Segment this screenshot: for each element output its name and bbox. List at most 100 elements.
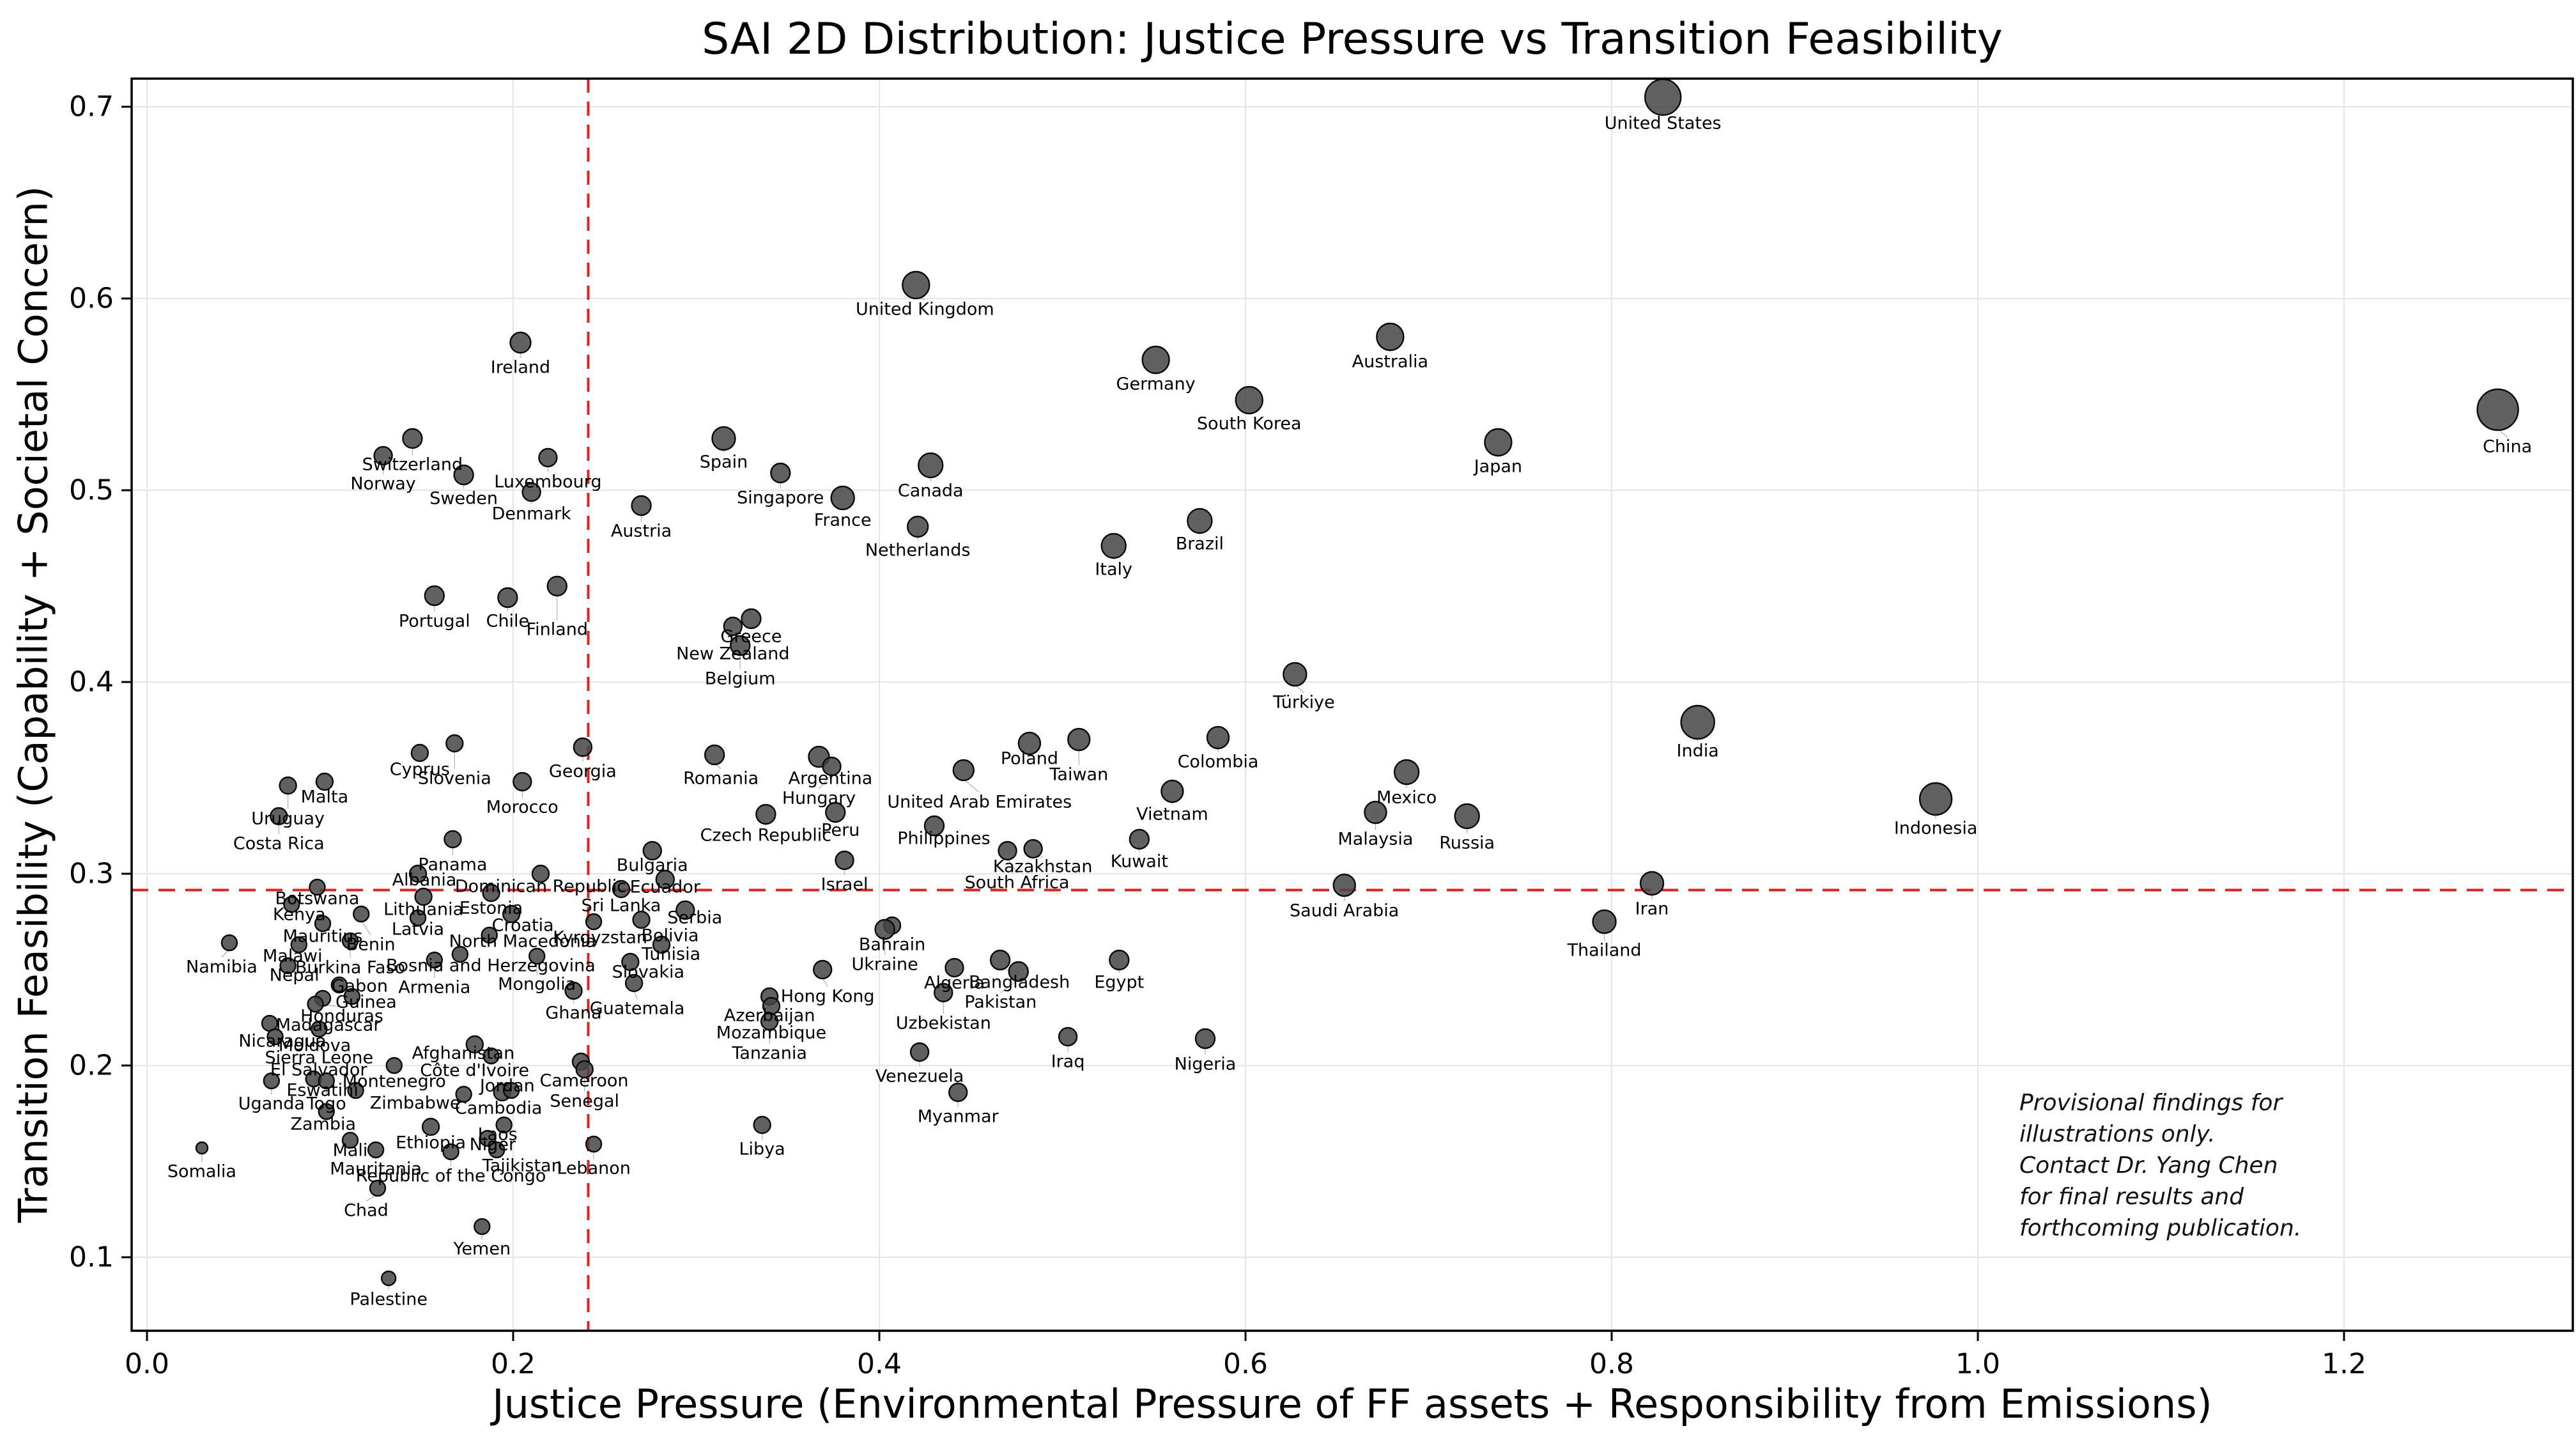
data-point <box>488 1141 505 1159</box>
point-label: Russia <box>1439 833 1495 853</box>
x-tick-label: 1.0 <box>1955 1348 2000 1381</box>
point-label: Mauritania <box>330 1159 422 1179</box>
data-point <box>409 909 427 927</box>
point-label: Cameroon <box>540 1071 629 1091</box>
point-label: Namibia <box>186 957 258 977</box>
data-point <box>631 495 652 516</box>
data-point <box>642 841 662 861</box>
data-point <box>1067 727 1091 752</box>
data-point <box>455 1085 472 1103</box>
data-point <box>279 957 297 975</box>
data-point <box>341 1131 359 1149</box>
annotation-line: for final results and <box>2019 1183 2244 1210</box>
point-label: Australia <box>1352 352 1428 372</box>
data-point <box>730 635 751 656</box>
point-label: Mexico <box>1377 788 1437 808</box>
point-label: Bangladesh <box>969 973 1070 993</box>
point-label: Estonia <box>459 899 523 918</box>
point-label: New Zealand <box>676 644 789 664</box>
point-label: Cambodia <box>455 1099 543 1119</box>
data-point <box>704 744 725 766</box>
point-label: Slovakia <box>612 963 684 982</box>
data-point <box>465 1035 484 1054</box>
point-label: Tajikistan <box>482 1156 562 1176</box>
point-label: France <box>814 511 872 531</box>
data-point <box>502 904 521 924</box>
y-tick-label: 0.4 <box>69 666 114 699</box>
data-point <box>998 841 1017 861</box>
point-label: Germany <box>1116 375 1196 394</box>
point-label: Togo <box>306 1094 346 1114</box>
leader-line <box>963 779 980 793</box>
point-label: Ghana <box>545 1003 601 1023</box>
point-label: Thailand <box>1567 941 1642 961</box>
point-label: Libya <box>739 1140 785 1159</box>
point-label: Jordan <box>479 1076 535 1096</box>
point-label: South Korea <box>1197 414 1302 434</box>
data-point <box>1008 961 1029 982</box>
data-point <box>675 900 695 920</box>
data-point <box>442 1143 459 1161</box>
data-point <box>408 864 428 883</box>
point-label: Mali <box>333 1141 368 1161</box>
x-tick-label: 0.4 <box>857 1348 902 1381</box>
data-point <box>575 1060 594 1079</box>
point-label: Botswana <box>275 889 359 909</box>
point-label: Nepal <box>270 966 320 986</box>
point-label: Sweden <box>429 489 498 509</box>
point-label: Poland <box>1001 749 1058 769</box>
data-point <box>585 1135 603 1153</box>
data-point <box>402 428 423 449</box>
point-label: Madagascar <box>276 1016 382 1035</box>
data-point <box>1364 800 1387 825</box>
data-point <box>624 973 644 993</box>
point-label: Romania <box>683 769 759 789</box>
data-point <box>1639 871 1665 896</box>
data-point <box>482 1047 500 1065</box>
data-point <box>1129 828 1150 850</box>
point-label: Luxembourg <box>494 472 601 492</box>
data-point <box>1454 803 1480 830</box>
data-point <box>755 803 776 825</box>
point-label: United Kingdom <box>856 300 994 320</box>
data-point <box>495 1116 513 1134</box>
point-label: Latvia <box>392 920 444 940</box>
data-point <box>474 1218 491 1236</box>
point-label: Georgia <box>549 762 617 782</box>
data-point <box>923 815 945 837</box>
point-label: Uganda <box>238 1094 305 1114</box>
point-label: Belgium <box>705 669 776 689</box>
data-point <box>948 1082 968 1103</box>
data-point <box>482 883 500 903</box>
data-point <box>612 879 631 899</box>
point-label: Zimbabwe <box>370 1094 461 1113</box>
point-label: Nicaragua <box>238 1032 327 1051</box>
data-point <box>1058 1027 1078 1047</box>
data-point <box>830 485 855 511</box>
data-point <box>263 1072 281 1090</box>
point-label: Ireland <box>491 358 550 378</box>
point-label: Malta <box>301 787 348 807</box>
data-point <box>621 952 640 972</box>
data-point <box>279 776 297 795</box>
point-label: Kyrgyzstan <box>553 928 647 948</box>
x-tick-label: 0.2 <box>491 1348 536 1381</box>
point-label: Tunisia <box>641 945 700 965</box>
data-point <box>314 915 332 933</box>
point-label: North Macedonia <box>449 932 596 952</box>
point-label: Austria <box>611 522 672 541</box>
point-label: Portugal <box>399 612 470 632</box>
point-label: Uruguay <box>251 809 325 829</box>
point-label: Greece <box>720 627 782 647</box>
point-label: Czech Republic <box>700 826 832 846</box>
point-label: Lebanon <box>557 1159 631 1179</box>
data-point <box>341 932 359 950</box>
point-label: Lithuania <box>383 900 463 920</box>
annotation-line: illustrations only. <box>2019 1120 2216 1147</box>
data-point <box>906 515 929 538</box>
point-label: Venezuela <box>875 1067 964 1087</box>
data-point <box>538 447 558 468</box>
data-point <box>410 743 429 763</box>
point-label: Benin <box>346 935 396 955</box>
point-label: Ecuador <box>630 878 701 897</box>
